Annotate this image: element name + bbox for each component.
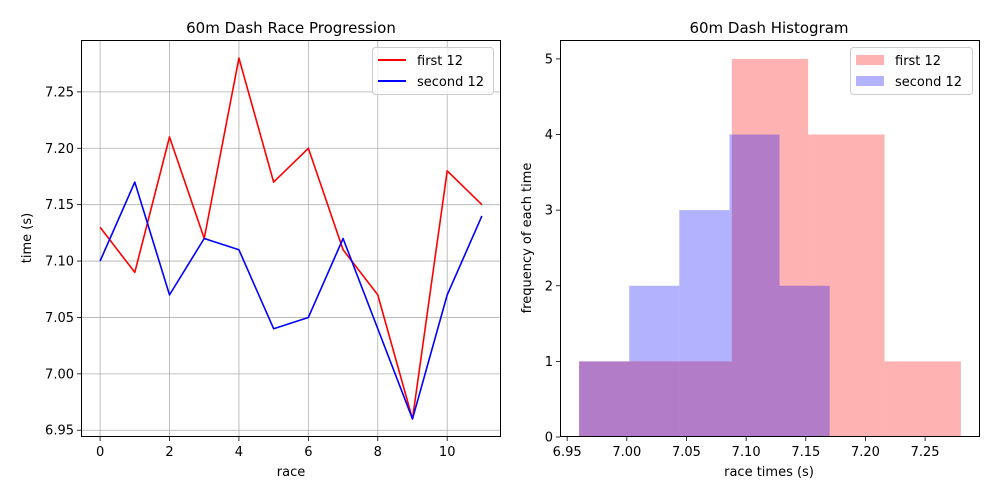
legend-label-second-12: second 12 [895,75,962,90]
line-chart-y-label: time (s) [20,213,35,263]
x-tick-label: 7.20 [851,445,880,460]
histogram-chart: 60m Dash Histogram 6.95 7.00 7.05 7.10 7.15 7… [520,19,980,480]
x-tick-label: 2 [165,445,173,460]
y-tick-label: 7.05 [45,311,74,326]
hist-bar-first-12 [808,134,885,437]
x-tick-label: 0 [96,445,104,460]
histogram-x-ticks: 6.95 7.00 7.05 7.10 7.15 7.20 7.25 [553,437,940,460]
y-tick-label: 1 [545,355,553,370]
y-tick-label: 4 [545,128,553,143]
y-tick-label: 7.20 [45,142,74,157]
histogram-legend: first 12 second 12 [850,47,973,95]
hist-bar-second-12 [779,285,830,437]
legend-swatch-first-12 [856,55,884,65]
y-tick-label: 7.15 [45,198,74,213]
line-chart-frame [81,40,501,437]
line-chart: 60m Dash Race Progression 0 2 4 6 8 10 6.95 7.… [20,19,501,480]
hist-bar-second-12 [629,285,680,437]
legend-box [850,47,973,95]
x-tick-label: 7.15 [791,445,820,460]
y-tick-label: 7.25 [45,85,74,100]
y-tick-label: 5 [545,52,553,67]
histogram-frame [560,40,980,437]
series-line-second-12 [99,181,483,420]
histogram-bars [579,58,961,438]
x-tick-label: 7.00 [612,445,641,460]
hist-bar-first-12 [884,361,961,437]
histogram-y-ticks: 0 1 2 3 4 5 [545,52,560,446]
line-chart-x-ticks: 0 2 4 6 8 10 [96,437,456,460]
legend-label-first-12: first 12 [895,54,941,69]
x-tick-label: 7.25 [911,445,940,460]
x-tick-label: 4 [235,445,243,460]
line-chart-y-ticks: 6.95 7.00 7.05 7.10 7.15 7.20 7.25 [45,85,81,439]
y-tick-label: 3 [545,204,553,219]
line-chart-x-label: race [277,465,305,480]
x-tick-label: 7.10 [732,445,761,460]
y-tick-label: 0 [545,431,553,446]
y-tick-label: 7.10 [45,255,74,270]
histogram-title: 60m Dash Histogram [689,19,848,37]
x-tick-label: 7.05 [672,445,701,460]
histogram-x-label: race times (s) [724,465,814,480]
x-tick-label: 6 [304,445,312,460]
hist-bar-first-12 [731,58,809,438]
x-tick-label: 10 [439,445,456,460]
line-chart-legend: first 12 second 12 [372,47,494,95]
y-tick-label: 2 [545,279,553,294]
line-chart-title: 60m Dash Race Progression [186,19,396,37]
y-tick-label: 6.95 [45,424,74,439]
hist-bar-second-12 [729,134,780,437]
legend-label-second-12: second 12 [417,75,484,90]
hist-bar-first-12 [579,361,656,437]
series-line-first-12 [99,57,483,420]
line-chart-series [99,57,483,420]
hist-bar-second-12 [679,210,730,437]
legend-label-first-12: first 12 [417,54,463,69]
x-tick-label: 6.95 [553,445,582,460]
hist-bar-first-12 [655,361,732,437]
legend-swatch-second-12 [856,76,884,86]
x-tick-label: 8 [374,445,382,460]
y-tick-label: 7.00 [45,367,74,382]
hist-bar-second-12 [579,361,630,437]
histogram-y-label: frequency of each time [520,163,535,314]
